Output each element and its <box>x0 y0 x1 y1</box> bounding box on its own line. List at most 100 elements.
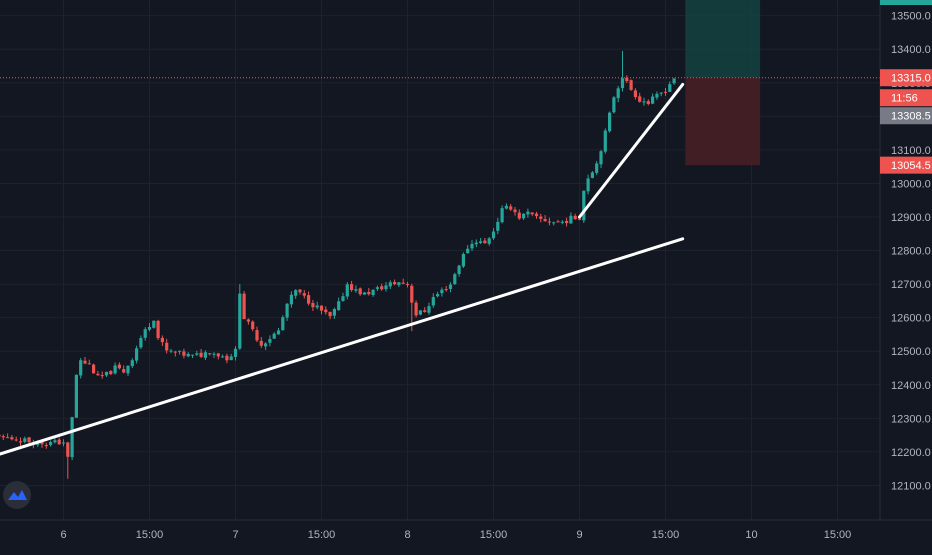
candle <box>642 97 646 106</box>
candle <box>500 205 504 224</box>
logo-badge[interactable] <box>3 481 31 509</box>
x-tick-label: 15:00 <box>136 529 164 541</box>
candle-body <box>461 254 465 267</box>
target-tag-edge <box>880 0 932 5</box>
candle-body <box>53 440 57 443</box>
candle <box>74 374 78 418</box>
candle-body <box>595 163 599 173</box>
candle-body <box>547 221 551 223</box>
candle <box>66 441 70 479</box>
candle-body <box>513 209 517 213</box>
y-tick-label: 12900.0 <box>891 212 931 224</box>
candle <box>350 280 354 292</box>
candle <box>195 350 199 357</box>
candle-body <box>354 289 358 291</box>
candle <box>92 363 96 374</box>
candle <box>509 203 513 212</box>
candle-body <box>23 438 27 442</box>
candle-body <box>350 284 354 291</box>
candle <box>49 440 53 447</box>
candle <box>586 174 590 195</box>
candle <box>199 349 203 359</box>
candle-body <box>509 206 513 210</box>
candle <box>534 211 539 219</box>
candle <box>23 436 27 444</box>
candle <box>225 353 229 364</box>
candle <box>57 437 61 445</box>
candle-body <box>659 92 663 94</box>
candle <box>560 220 564 225</box>
candle-body <box>57 439 61 445</box>
y-tick-label: 12800.0 <box>891 246 931 258</box>
candle <box>539 213 543 223</box>
candle <box>160 335 164 346</box>
candle-body <box>135 348 139 361</box>
candle-body <box>560 221 564 223</box>
candle <box>276 327 281 335</box>
candle <box>182 348 186 359</box>
y-tick-label: 12100.0 <box>891 480 931 492</box>
candle-body <box>212 353 216 355</box>
candle-body <box>590 172 594 178</box>
candle <box>100 371 104 379</box>
candle-body <box>629 80 633 90</box>
y-tick-label: 12300.0 <box>891 413 931 425</box>
candle <box>547 217 551 226</box>
candle <box>612 96 616 114</box>
x-tick-label: 6 <box>60 529 66 541</box>
candle <box>238 284 242 351</box>
candle-body <box>156 320 160 339</box>
candle <box>109 370 113 376</box>
candle-body <box>646 101 650 104</box>
candle-body <box>345 284 349 297</box>
candle <box>479 237 483 245</box>
candle <box>255 326 259 343</box>
candle-body <box>466 248 470 254</box>
bid-price-tag: 13308.5 <box>891 111 931 123</box>
bid-price-tag-bg <box>880 107 932 125</box>
target-profit-zone[interactable] <box>685 0 761 78</box>
candle-body <box>83 360 87 364</box>
candle <box>638 92 642 103</box>
candle-body <box>242 293 246 320</box>
candle <box>517 209 521 220</box>
candle-body <box>517 212 521 219</box>
candle-body <box>500 208 504 223</box>
candle <box>466 245 470 254</box>
candle <box>165 338 169 354</box>
candle <box>380 283 384 291</box>
stop-price-tag-bg <box>880 156 932 174</box>
candle-body <box>668 84 672 92</box>
candle <box>556 219 560 223</box>
candle <box>427 302 431 315</box>
trendline-support[interactable] <box>0 237 685 486</box>
candle-body <box>367 292 371 295</box>
candle <box>186 352 190 358</box>
candle-body <box>526 211 530 215</box>
x-tick-label: 15:00 <box>824 529 852 541</box>
trendline-steep[interactable] <box>578 82 685 219</box>
candle <box>504 203 508 210</box>
candle-body <box>436 294 440 297</box>
candle-body <box>311 303 315 308</box>
stop-loss-zone[interactable] <box>685 77 761 166</box>
x-tick-label: 15:00 <box>308 529 336 541</box>
candle <box>569 212 573 224</box>
candle-body <box>328 311 332 317</box>
candle-body <box>479 241 483 243</box>
candle-body <box>113 365 117 374</box>
candle <box>405 281 410 288</box>
candle <box>672 77 676 85</box>
candle-body <box>285 303 289 318</box>
candle-body <box>289 294 293 305</box>
x-tick-label: 8 <box>404 529 410 541</box>
candle-body <box>663 91 668 93</box>
candle-body <box>586 178 590 192</box>
candle-body <box>92 364 96 374</box>
candle <box>87 359 91 365</box>
y-tick-label: 13400.0 <box>891 44 931 56</box>
candle-body <box>18 441 23 443</box>
candle-body <box>431 297 435 306</box>
candle-body <box>393 281 397 285</box>
